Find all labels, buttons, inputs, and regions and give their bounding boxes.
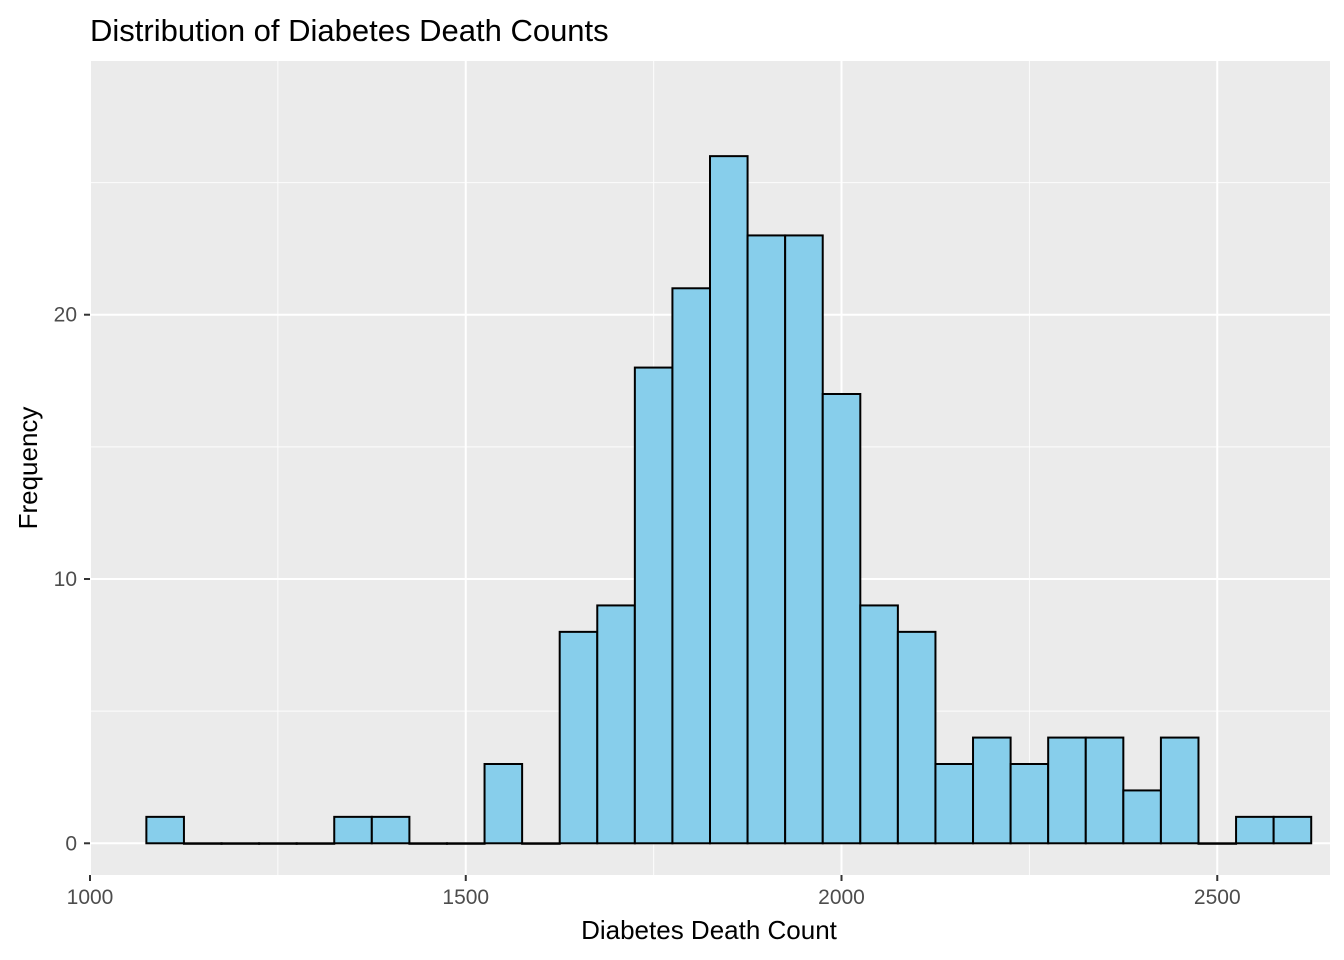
y-axis-title: Frequency (13, 407, 43, 530)
histogram-bar (1272, 815, 1313, 845)
histogram-bar (258, 842, 298, 845)
histogram-bar (295, 842, 336, 845)
histogram-bar (859, 604, 899, 845)
histogram-bar (521, 842, 561, 845)
histogram-bar (972, 736, 1012, 845)
y-tick-label: 10 (54, 568, 77, 591)
x-axis: 1000 1500 2000 2500 (67, 875, 1241, 909)
histogram-bar (709, 155, 749, 845)
x-tick-label: 1000 (67, 886, 114, 909)
histogram-bar (1047, 736, 1087, 845)
histogram-bar (445, 842, 486, 845)
histogram-bar (370, 815, 411, 845)
y-axis: 0 10 20 (54, 304, 90, 855)
y-tick-label: 20 (54, 304, 77, 327)
x-tick-label: 1500 (442, 886, 489, 909)
histogram-bar (182, 842, 223, 845)
histogram-bar (1122, 789, 1162, 845)
histogram-bar (596, 604, 636, 845)
histogram-bar (821, 393, 862, 845)
histogram-bar (784, 234, 824, 845)
chart-title: Distribution of Diabetes Death Counts (90, 13, 609, 48)
x-axis-title: Diabetes Death Count (581, 915, 838, 945)
histogram-bar (896, 630, 937, 845)
histogram-bar (1159, 736, 1200, 845)
histogram-bar (1235, 815, 1275, 845)
histogram-bar (746, 234, 787, 845)
histogram-bars (145, 155, 1313, 845)
histogram-bar (633, 366, 674, 845)
histogram-bar (408, 842, 448, 845)
histogram-bar (671, 287, 712, 845)
histogram-bar (1009, 763, 1050, 845)
histogram-bar (220, 842, 261, 845)
histogram-bar (934, 763, 975, 845)
histogram-bar (558, 630, 599, 845)
histogram-bar (333, 815, 373, 845)
histogram-bar (1197, 842, 1238, 845)
y-tick-label: 0 (65, 832, 77, 855)
histogram-bar (145, 815, 185, 845)
x-tick-label: 2000 (818, 886, 865, 909)
histogram-bar (483, 763, 524, 845)
x-tick-label: 2500 (1194, 886, 1241, 909)
histogram-bar (1084, 736, 1125, 845)
